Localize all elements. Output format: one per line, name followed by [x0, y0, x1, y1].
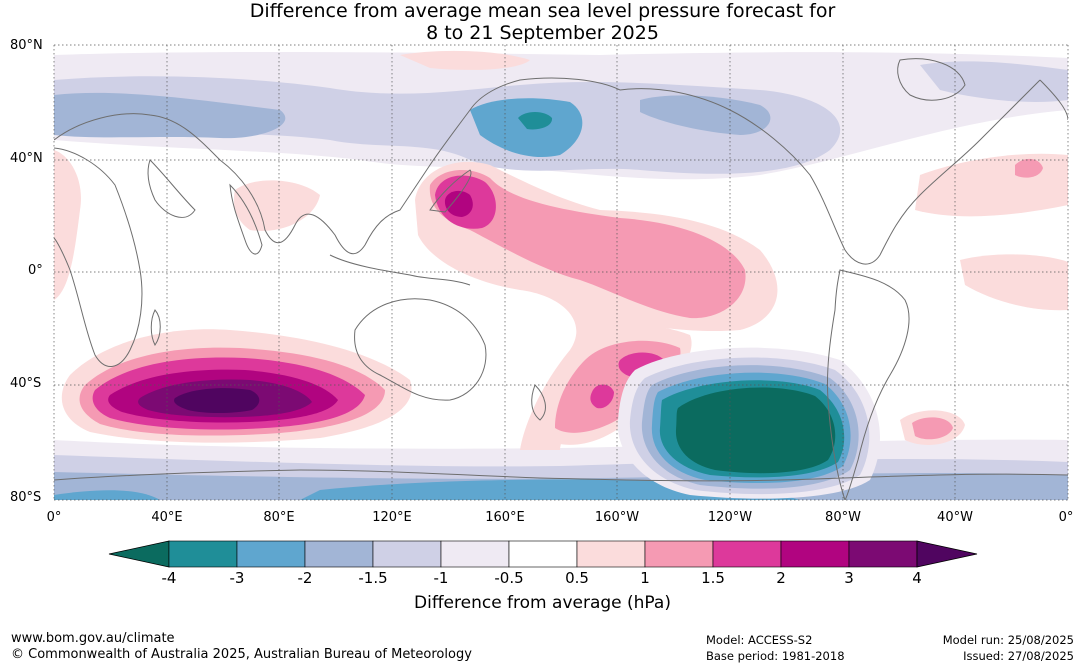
coastline-eurasia — [54, 77, 621, 255]
lon-label-0-right: 0° — [1058, 510, 1074, 525]
lon-label-120w: 120°W — [707, 510, 753, 525]
coastline-greenland — [897, 58, 966, 101]
colorbar-tick: -4 — [161, 569, 177, 587]
coastline-antarctica — [54, 469, 1068, 482]
colorbar-segment — [644, 540, 714, 568]
anomaly-region-north-strong — [54, 92, 286, 139]
colorbar-tick: 1.5 — [701, 569, 725, 587]
lat-label-40s: 40°S — [10, 376, 42, 391]
colorbar-tick: 4 — [912, 569, 922, 587]
colorbar — [108, 540, 978, 568]
coastlines — [54, 58, 1068, 500]
anomaly-region-south-pacific-strong-2 — [590, 384, 614, 409]
map-title-line2: 8 to 21 September 2025 — [426, 22, 659, 44]
footer-copyright: © Commonwealth of Australia 2025, Austra… — [11, 647, 472, 662]
lat-label-40n: 40°N — [10, 151, 43, 166]
anomaly-region-tropical-atlantic-pos — [960, 254, 1068, 311]
lon-label-40w: 40°W — [937, 510, 973, 525]
anomaly-region-nw-pacific-core — [444, 190, 473, 217]
coastline-indonesia — [329, 254, 471, 286]
colorbar-segment — [848, 540, 918, 568]
anomaly-region-nw-pacific-mid — [429, 169, 746, 319]
colorbar-segment — [712, 540, 782, 568]
colorbar-tick: -0.5 — [494, 569, 524, 587]
lon-label-120e: 120°E — [372, 510, 412, 525]
anomaly-region-africa-pos — [54, 150, 81, 300]
footer-issued: Issued: 27/08/2025 — [963, 649, 1074, 663]
colorbar-tick: 0.5 — [565, 569, 589, 587]
coastline-india — [229, 183, 263, 255]
colorbar-tick: 3 — [844, 569, 854, 587]
colorbar-extend-high — [916, 540, 978, 568]
colorbar-segment — [304, 540, 374, 568]
colorbar-tick: 1 — [640, 569, 650, 587]
colorbar-segment — [508, 540, 578, 568]
lat-label-0: 0° — [28, 263, 43, 278]
anomaly-region-antarctic-blue-2 — [54, 490, 160, 500]
map-title-line1: Difference from average mean sea level p… — [249, 0, 836, 22]
lon-label-160e: 160°E — [485, 510, 525, 525]
anomaly-region-indian-ocean-max — [174, 388, 260, 413]
anomaly-region-arctic-pos — [400, 50, 530, 70]
anomaly-region-alaska-strong — [640, 95, 771, 135]
footer-model-run: Model run: 25/08/2025 — [942, 633, 1074, 647]
lon-label-0-left: 0° — [46, 510, 62, 525]
footer-website: www.bom.gov.au/climate — [11, 631, 175, 646]
coastline-new-zealand — [531, 384, 546, 421]
lat-label-80s: 80°S — [10, 490, 42, 505]
coastline-europe — [1039, 79, 1068, 121]
coastline-south-america — [826, 269, 910, 500]
lon-label-80e: 80°E — [263, 510, 295, 525]
colorbar-extend-low — [108, 540, 170, 568]
coastline-australia — [354, 298, 487, 401]
colorbar-label: Difference from average (hPa) — [414, 593, 671, 613]
lat-label-80n: 80°N — [10, 38, 43, 53]
colorbar-segment — [168, 540, 238, 568]
anomaly-region-north-atlantic-pos-mid — [1015, 158, 1043, 178]
colorbar-segment — [440, 540, 510, 568]
lon-label-160w: 160°W — [594, 510, 640, 525]
colorbar-segment — [780, 540, 850, 568]
gridlines — [53, 44, 1069, 501]
lon-label-40e: 40°E — [151, 510, 183, 525]
lon-label-80w: 80°W — [825, 510, 861, 525]
colorbar-tick: -1.5 — [358, 569, 388, 587]
colorbar-segment — [236, 540, 306, 568]
footer-model: Model: ACCESS-S2 — [706, 633, 813, 647]
colorbar-tick: -1 — [433, 569, 449, 587]
anomaly-region-se-pacific-core — [675, 387, 836, 474]
anomaly-region-south-atlantic-pos-mid — [912, 417, 953, 440]
colorbar-tick: -3 — [229, 569, 245, 587]
coastline-madagascar — [150, 309, 161, 346]
colorbar-tick: -2 — [297, 569, 313, 587]
anomaly-region-north-pacific-teal — [518, 112, 553, 130]
coastline-africa — [54, 147, 143, 367]
colorbar-segment — [576, 540, 646, 568]
anomaly-region-east-asia-pos — [233, 180, 320, 231]
coastline-japan — [429, 169, 472, 213]
colorbar-segment — [372, 540, 442, 568]
anomaly-contours — [54, 50, 1068, 500]
colorbar-tick: 2 — [776, 569, 786, 587]
footer-base-period: Base period: 1981-2018 — [706, 649, 845, 663]
coastline-arabia — [147, 159, 196, 218]
